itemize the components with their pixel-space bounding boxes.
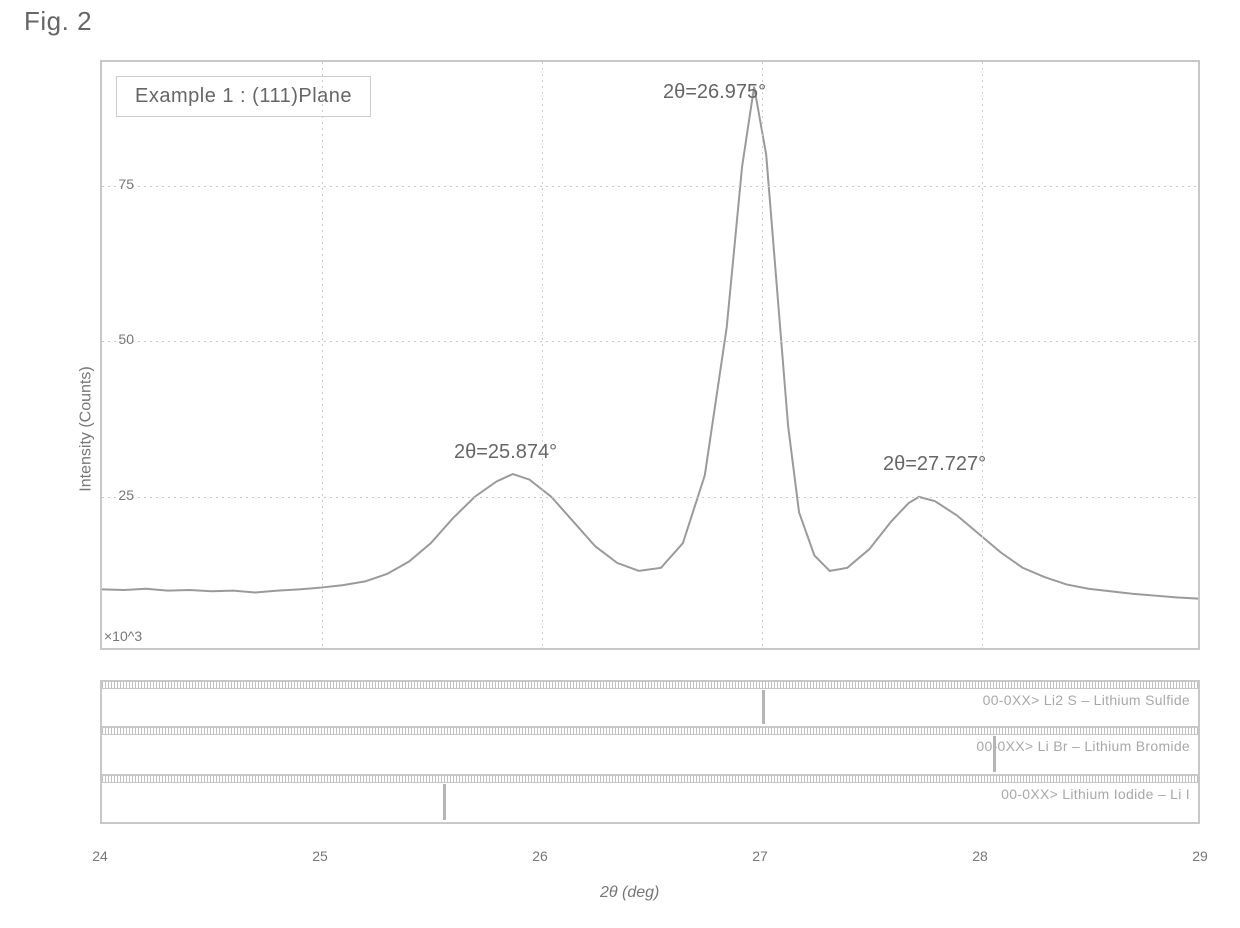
x-axis-label: 2θ (deg)	[600, 884, 659, 902]
gridline-v	[762, 62, 763, 648]
reference-label: 00-0XX> Li2 S – Lithium Sulfide	[983, 692, 1190, 708]
gridline-v	[322, 62, 323, 648]
peak-annotation: 2θ=27.727°	[883, 453, 986, 476]
x-tick-label: 25	[312, 848, 328, 864]
y-multiplier-label: ×10^3	[104, 628, 142, 644]
xrd-curve	[102, 87, 1198, 599]
reference-band	[102, 776, 1198, 783]
reference-label: 00-0XX> Li Br – Lithium Bromide	[976, 738, 1190, 754]
y-tick-label: 50	[118, 331, 134, 347]
reference-peak-tick	[993, 736, 996, 772]
gridline-v	[982, 62, 983, 648]
x-tick-label: 26	[532, 848, 548, 864]
peak-annotation: 2θ=25.874°	[454, 441, 557, 464]
figure-label: Fig. 2	[24, 6, 92, 37]
reference-band	[102, 682, 1198, 689]
y-tick-label: 25	[118, 487, 134, 503]
reference-row: 00-0XX> Li Br – Lithium Bromide	[100, 728, 1200, 776]
x-tick-label: 28	[972, 848, 988, 864]
reference-row: 00-0XX> Li2 S – Lithium Sulfide	[100, 680, 1200, 728]
gridline-h	[102, 497, 1198, 498]
page-container: Fig. 2 Intensity (Counts) Example 1 : (1…	[0, 0, 1240, 928]
gridline-h	[102, 341, 1198, 342]
plot-area: Example 1 : (111)Plane 2θ=25.874° 2θ=26.9…	[100, 60, 1200, 650]
gridline-h	[102, 186, 1198, 187]
x-tick-label: 29	[1192, 848, 1208, 864]
plot-svg	[102, 62, 1198, 648]
x-tick-label: 24	[92, 848, 108, 864]
reference-panel: 00-0XX> Li2 S – Lithium Sulfide 00-0XX> L…	[100, 680, 1200, 824]
chart-title-box: Example 1 : (111)Plane	[116, 76, 371, 117]
reference-label: 00-0XX> Lithium Iodide – Li I	[1001, 786, 1190, 802]
gridline-v	[542, 62, 543, 648]
reference-peak-tick	[443, 784, 446, 820]
reference-band	[102, 728, 1198, 735]
peak-annotation: 2θ=26.975°	[663, 81, 766, 104]
y-tick-label: 75	[118, 176, 134, 192]
reference-peak-tick	[762, 690, 765, 724]
reference-row: 00-0XX> Lithium Iodide – Li I	[100, 776, 1200, 824]
x-tick-label: 27	[752, 848, 768, 864]
y-axis-label: Intensity (Counts)	[78, 366, 96, 491]
